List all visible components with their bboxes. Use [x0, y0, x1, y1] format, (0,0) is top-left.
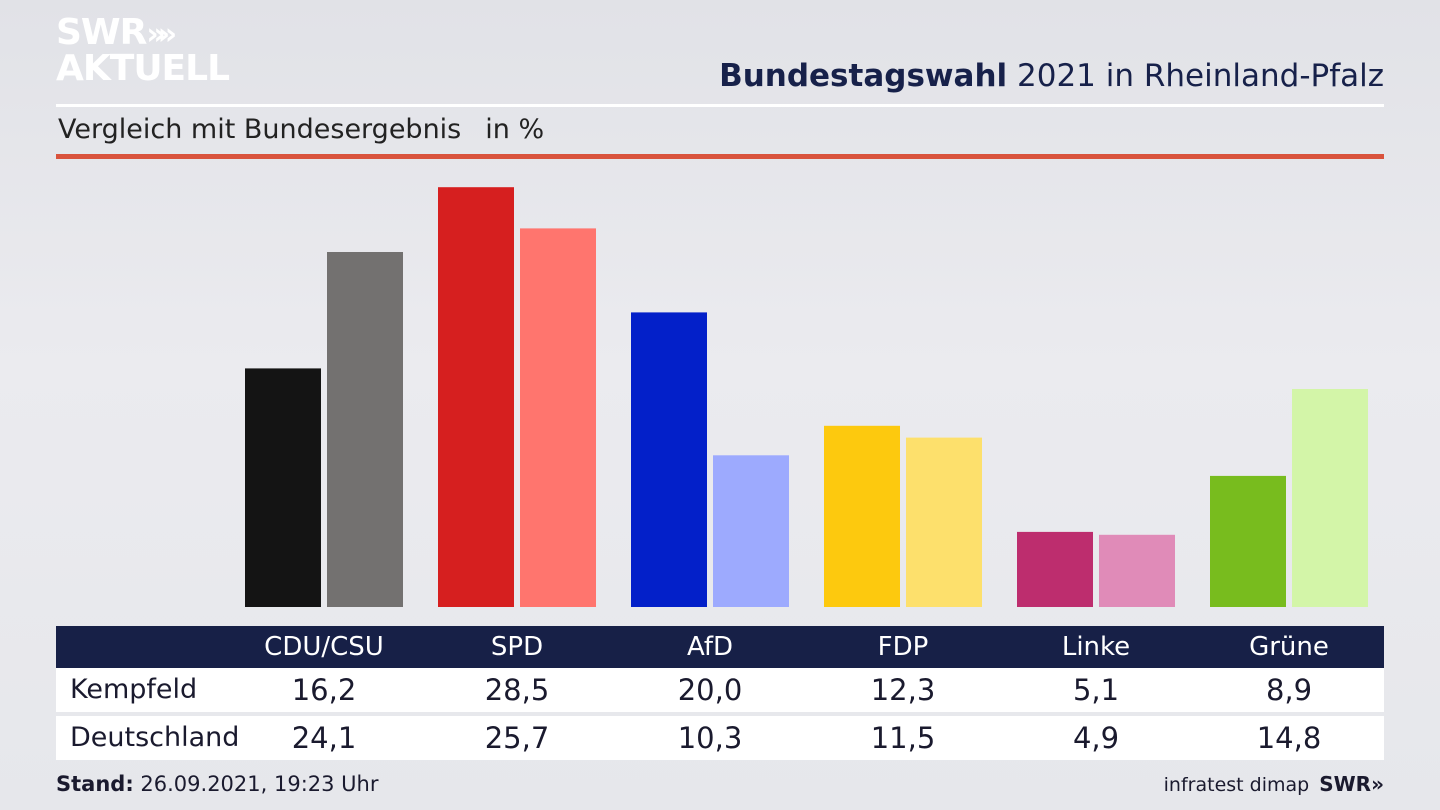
- swr-aktuell-logo: SWR»» AKTUELL: [56, 12, 230, 89]
- table-cell: 10,3: [677, 721, 743, 755]
- bar-deutschland-grüne: [1292, 389, 1368, 607]
- column-header: SPD: [490, 632, 544, 662]
- table-cell: 16,2: [291, 673, 357, 707]
- table-cell: 11,5: [870, 721, 936, 755]
- swr-footer-logo: SWR»: [1319, 772, 1384, 796]
- column-header: FDP: [877, 632, 929, 662]
- column-header: Grüne: [1249, 632, 1329, 662]
- page-title: Bundestagswahl 2021 in Rheinland-Pfalz: [719, 58, 1384, 94]
- bar-deutschland-linke: [1099, 534, 1175, 607]
- title-bold: Bundestagswahl: [719, 58, 1008, 94]
- table-row: Deutschland 24,1 25,7 10,3 11,5 4,9 14,8: [56, 716, 1384, 760]
- column-header: Linke: [1061, 632, 1131, 662]
- stand-label: Stand:: [56, 772, 134, 796]
- title-rest: 2021 in Rheinland-Pfalz: [1007, 58, 1384, 94]
- bar-kempfeld-linke: [1017, 531, 1093, 607]
- bar-kempfeld-cdu-csu: [245, 368, 321, 607]
- bar-deutschland-cdu-csu: [327, 252, 403, 607]
- chart-subtitle: Vergleich mit Bundesergebnis in %: [58, 114, 544, 145]
- stand-value: 26.09.2021, 19:23 Uhr: [133, 772, 379, 796]
- table-cell: 20,0: [677, 673, 743, 707]
- table-cell: 24,1: [291, 721, 357, 755]
- source-credit: infratest dimap SWR»: [1164, 772, 1384, 796]
- bar-kempfeld-afd: [631, 312, 707, 607]
- bar-deutschland-fdp: [906, 437, 982, 607]
- column-header: CDU/CSU: [264, 632, 384, 662]
- bar-deutschland-spd: [520, 228, 596, 607]
- table-body: Kempfeld 16,2 28,5 20,0 12,3 5,1 8,9 Deutschlan…: [56, 668, 1384, 760]
- unit-label: in %: [485, 114, 545, 145]
- table-cell: 28,5: [484, 673, 550, 707]
- timestamp: Stand: 26.09.2021, 19:23 Uhr: [56, 772, 379, 796]
- row-label: Deutschland: [70, 722, 240, 753]
- table-cell: 5,1: [1072, 673, 1120, 707]
- subtitle-text: Vergleich mit Bundesergebnis: [58, 114, 462, 145]
- table-row: Kempfeld 16,2 28,5 20,0 12,3 5,1 8,9: [56, 668, 1384, 712]
- source-label: infratest dimap: [1163, 774, 1310, 796]
- bar-kempfeld-spd: [438, 187, 514, 607]
- header-divider: [56, 104, 1384, 107]
- accent-divider: [56, 154, 1384, 159]
- table-header-row: CDU/CSU SPD AfD FDP Linke Grüne: [56, 626, 1384, 668]
- table-cell: 14,8: [1256, 721, 1322, 755]
- table-cell: 12,3: [870, 673, 936, 707]
- bar-kempfeld-grüne: [1210, 475, 1286, 607]
- column-header: AfD: [686, 632, 734, 662]
- row-label: Kempfeld: [70, 674, 198, 705]
- table-cell: 8,9: [1265, 673, 1313, 707]
- table-cell: 4,9: [1072, 721, 1120, 755]
- bar-deutschland-afd: [713, 455, 789, 607]
- results-table: CDU/CSU SPD AfD FDP Linke Grüne Kempfeld 16,2 2…: [56, 626, 1384, 760]
- table-cell: 25,7: [484, 721, 550, 755]
- bar-kempfeld-fdp: [824, 425, 900, 607]
